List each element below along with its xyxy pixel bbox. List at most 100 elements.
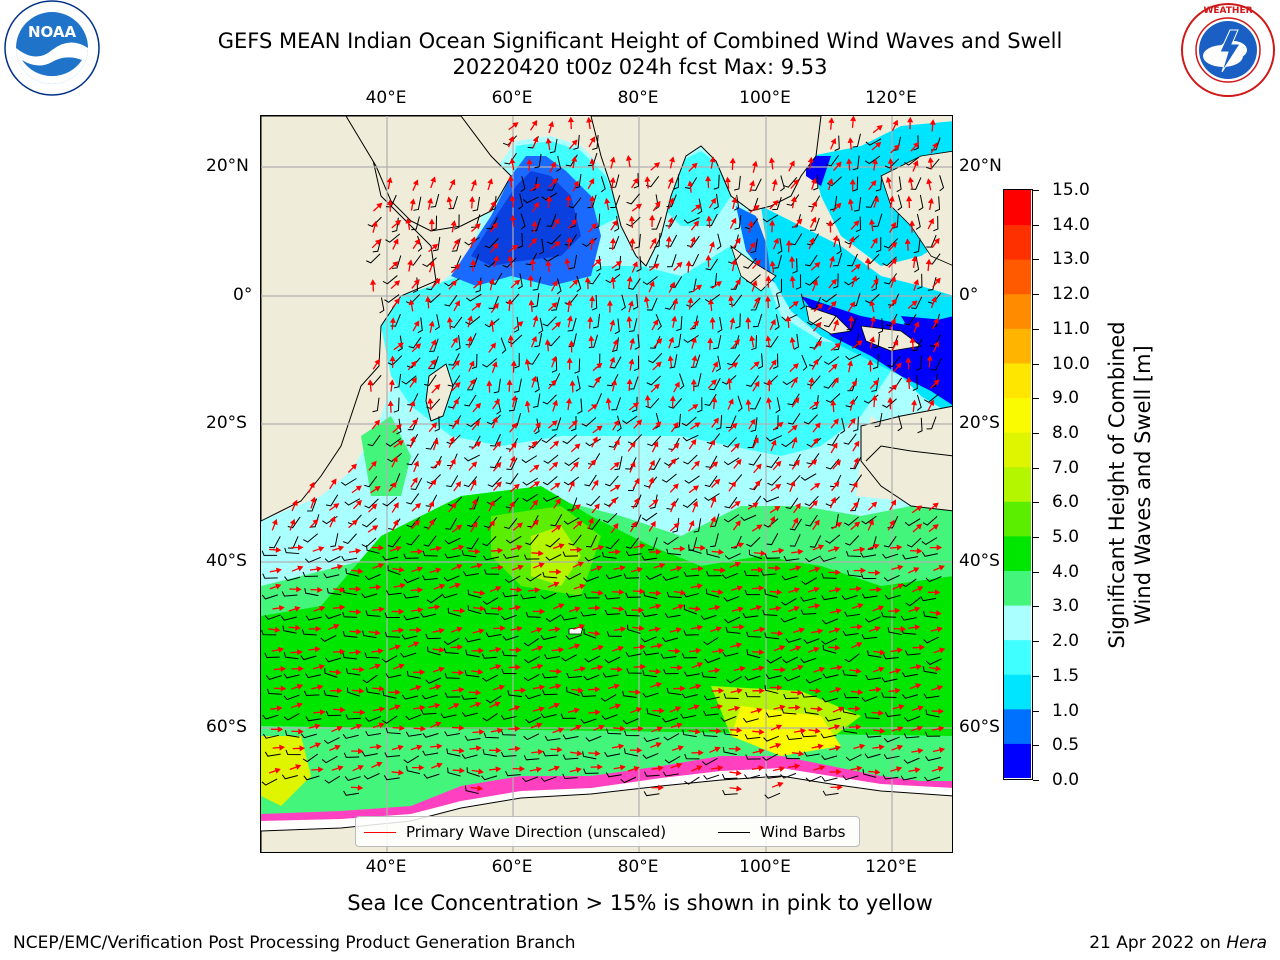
wind-barb (323, 737, 340, 745)
wind-barb (310, 514, 320, 528)
wind-barb (550, 514, 563, 527)
wind-barb (502, 257, 517, 268)
wind-barb (303, 533, 319, 543)
wave-direction-arrowhead (476, 562, 483, 569)
wind-barb (434, 416, 440, 432)
wind-barb (921, 551, 938, 557)
wave-direction-arrowhead (610, 237, 617, 244)
wind-barb (833, 252, 843, 267)
wind-barb (723, 693, 739, 699)
wave-direction-arrowhead (695, 605, 702, 612)
wave-direction-arrowhead (848, 315, 855, 322)
wind-barb (888, 293, 900, 306)
lat-tick-right: 60°S (959, 717, 1000, 737)
wind-barb (679, 373, 685, 390)
wave-direction-arrowhead (874, 769, 881, 776)
wind-barb (364, 652, 380, 659)
wind-barb (522, 776, 539, 783)
wave-direction-arrowhead (398, 566, 405, 573)
wind-barb (710, 513, 720, 527)
wind-barb (723, 457, 740, 466)
wind-barb (482, 536, 497, 547)
wave-direction-arrowhead (875, 569, 881, 576)
wind-barb (341, 555, 358, 562)
wave-direction-arrowhead (706, 215, 713, 222)
wave-direction-arrowhead (730, 259, 737, 266)
colorbar (1003, 189, 1033, 780)
wind-barb (632, 294, 639, 310)
wave-direction-arrowhead (533, 481, 541, 487)
wind-barb (845, 754, 862, 762)
wave-direction-arrowhead (638, 607, 645, 614)
wave-direction-arrowhead (389, 355, 396, 362)
wave-direction-arrowhead (554, 321, 562, 328)
wind-barb (466, 293, 482, 302)
wind-barb (384, 612, 400, 618)
wave-direction-arrowhead (871, 158, 878, 165)
wind-barb (262, 714, 279, 720)
wave-direction-arrowhead (397, 744, 404, 751)
wave-direction-arrowhead (590, 459, 597, 466)
wind-barb (467, 589, 482, 599)
chart-subtitle: 20220420 t00z 024h fcst Max: 9.53 (452, 55, 828, 79)
wind-barb (883, 654, 899, 660)
wave-direction-arrowhead (687, 180, 694, 187)
wind-barb (892, 213, 899, 229)
colorbar-segment (1004, 293, 1031, 329)
wind-barb (285, 749, 301, 756)
wind-barb (545, 614, 562, 623)
wind-barb (567, 497, 578, 511)
map-legend: Primary Wave Direction (unscaled) Wind B… (355, 816, 860, 847)
wind-barb (920, 596, 937, 602)
wave-direction-arrowhead (749, 418, 756, 425)
wind-barb (763, 496, 780, 503)
wind-barb (363, 773, 380, 780)
wave-direction-arrowhead (337, 687, 343, 694)
wind-barb (820, 733, 837, 739)
wave-direction-arrowhead (597, 664, 604, 671)
colorbar-title: Significant Height of Combined Wind Wave… (1105, 321, 1155, 649)
wind-barb (463, 476, 478, 488)
wave-direction-arrowhead (337, 765, 344, 772)
wind-barb (631, 396, 638, 413)
colorbar-segment (1004, 639, 1031, 675)
wind-barb (520, 213, 526, 230)
wind-barb (655, 313, 662, 330)
wave-direction-arrowhead (376, 761, 383, 768)
wind-barb (844, 653, 860, 663)
wave-direction-arrowhead (551, 420, 558, 427)
wind-barb (804, 707, 819, 715)
wave-direction-arrowhead (454, 263, 461, 270)
wind-barb (525, 534, 539, 546)
wind-barb (681, 653, 698, 659)
wave-direction-arrowhead (578, 623, 586, 630)
wind-barb (634, 334, 640, 350)
wind-barb (541, 433, 557, 444)
wave-direction-arrowhead (927, 157, 934, 163)
wave-direction-arrowhead (811, 200, 818, 208)
wind-barb (789, 518, 802, 531)
wind-barb (542, 689, 558, 696)
wave-direction-arrowhead (458, 747, 465, 754)
wind-barb (482, 674, 498, 682)
wind-barb (743, 257, 757, 269)
wave-direction-arrowhead (615, 548, 621, 555)
wave-direction-arrowhead (835, 569, 841, 576)
wind-barb (261, 594, 278, 600)
wave-direction-arrowhead (737, 606, 744, 613)
wind-barb (383, 775, 400, 781)
wave-direction-arrowhead (531, 440, 538, 447)
wave-direction-arrowhead (654, 200, 661, 208)
wind-barb (763, 375, 778, 386)
wind-barb (484, 318, 500, 328)
wind-barb (324, 775, 341, 784)
wave-direction-arrowhead (456, 564, 463, 570)
wave-direction-arrowhead (429, 260, 435, 267)
wind-barb (681, 693, 698, 699)
wave-direction-arrowhead (538, 562, 545, 569)
wind-barb (562, 551, 579, 557)
wave-direction-arrowhead (519, 765, 526, 772)
wind-barb (844, 235, 860, 245)
wave-direction-arrowhead (829, 255, 835, 262)
wind-barb (574, 173, 582, 189)
